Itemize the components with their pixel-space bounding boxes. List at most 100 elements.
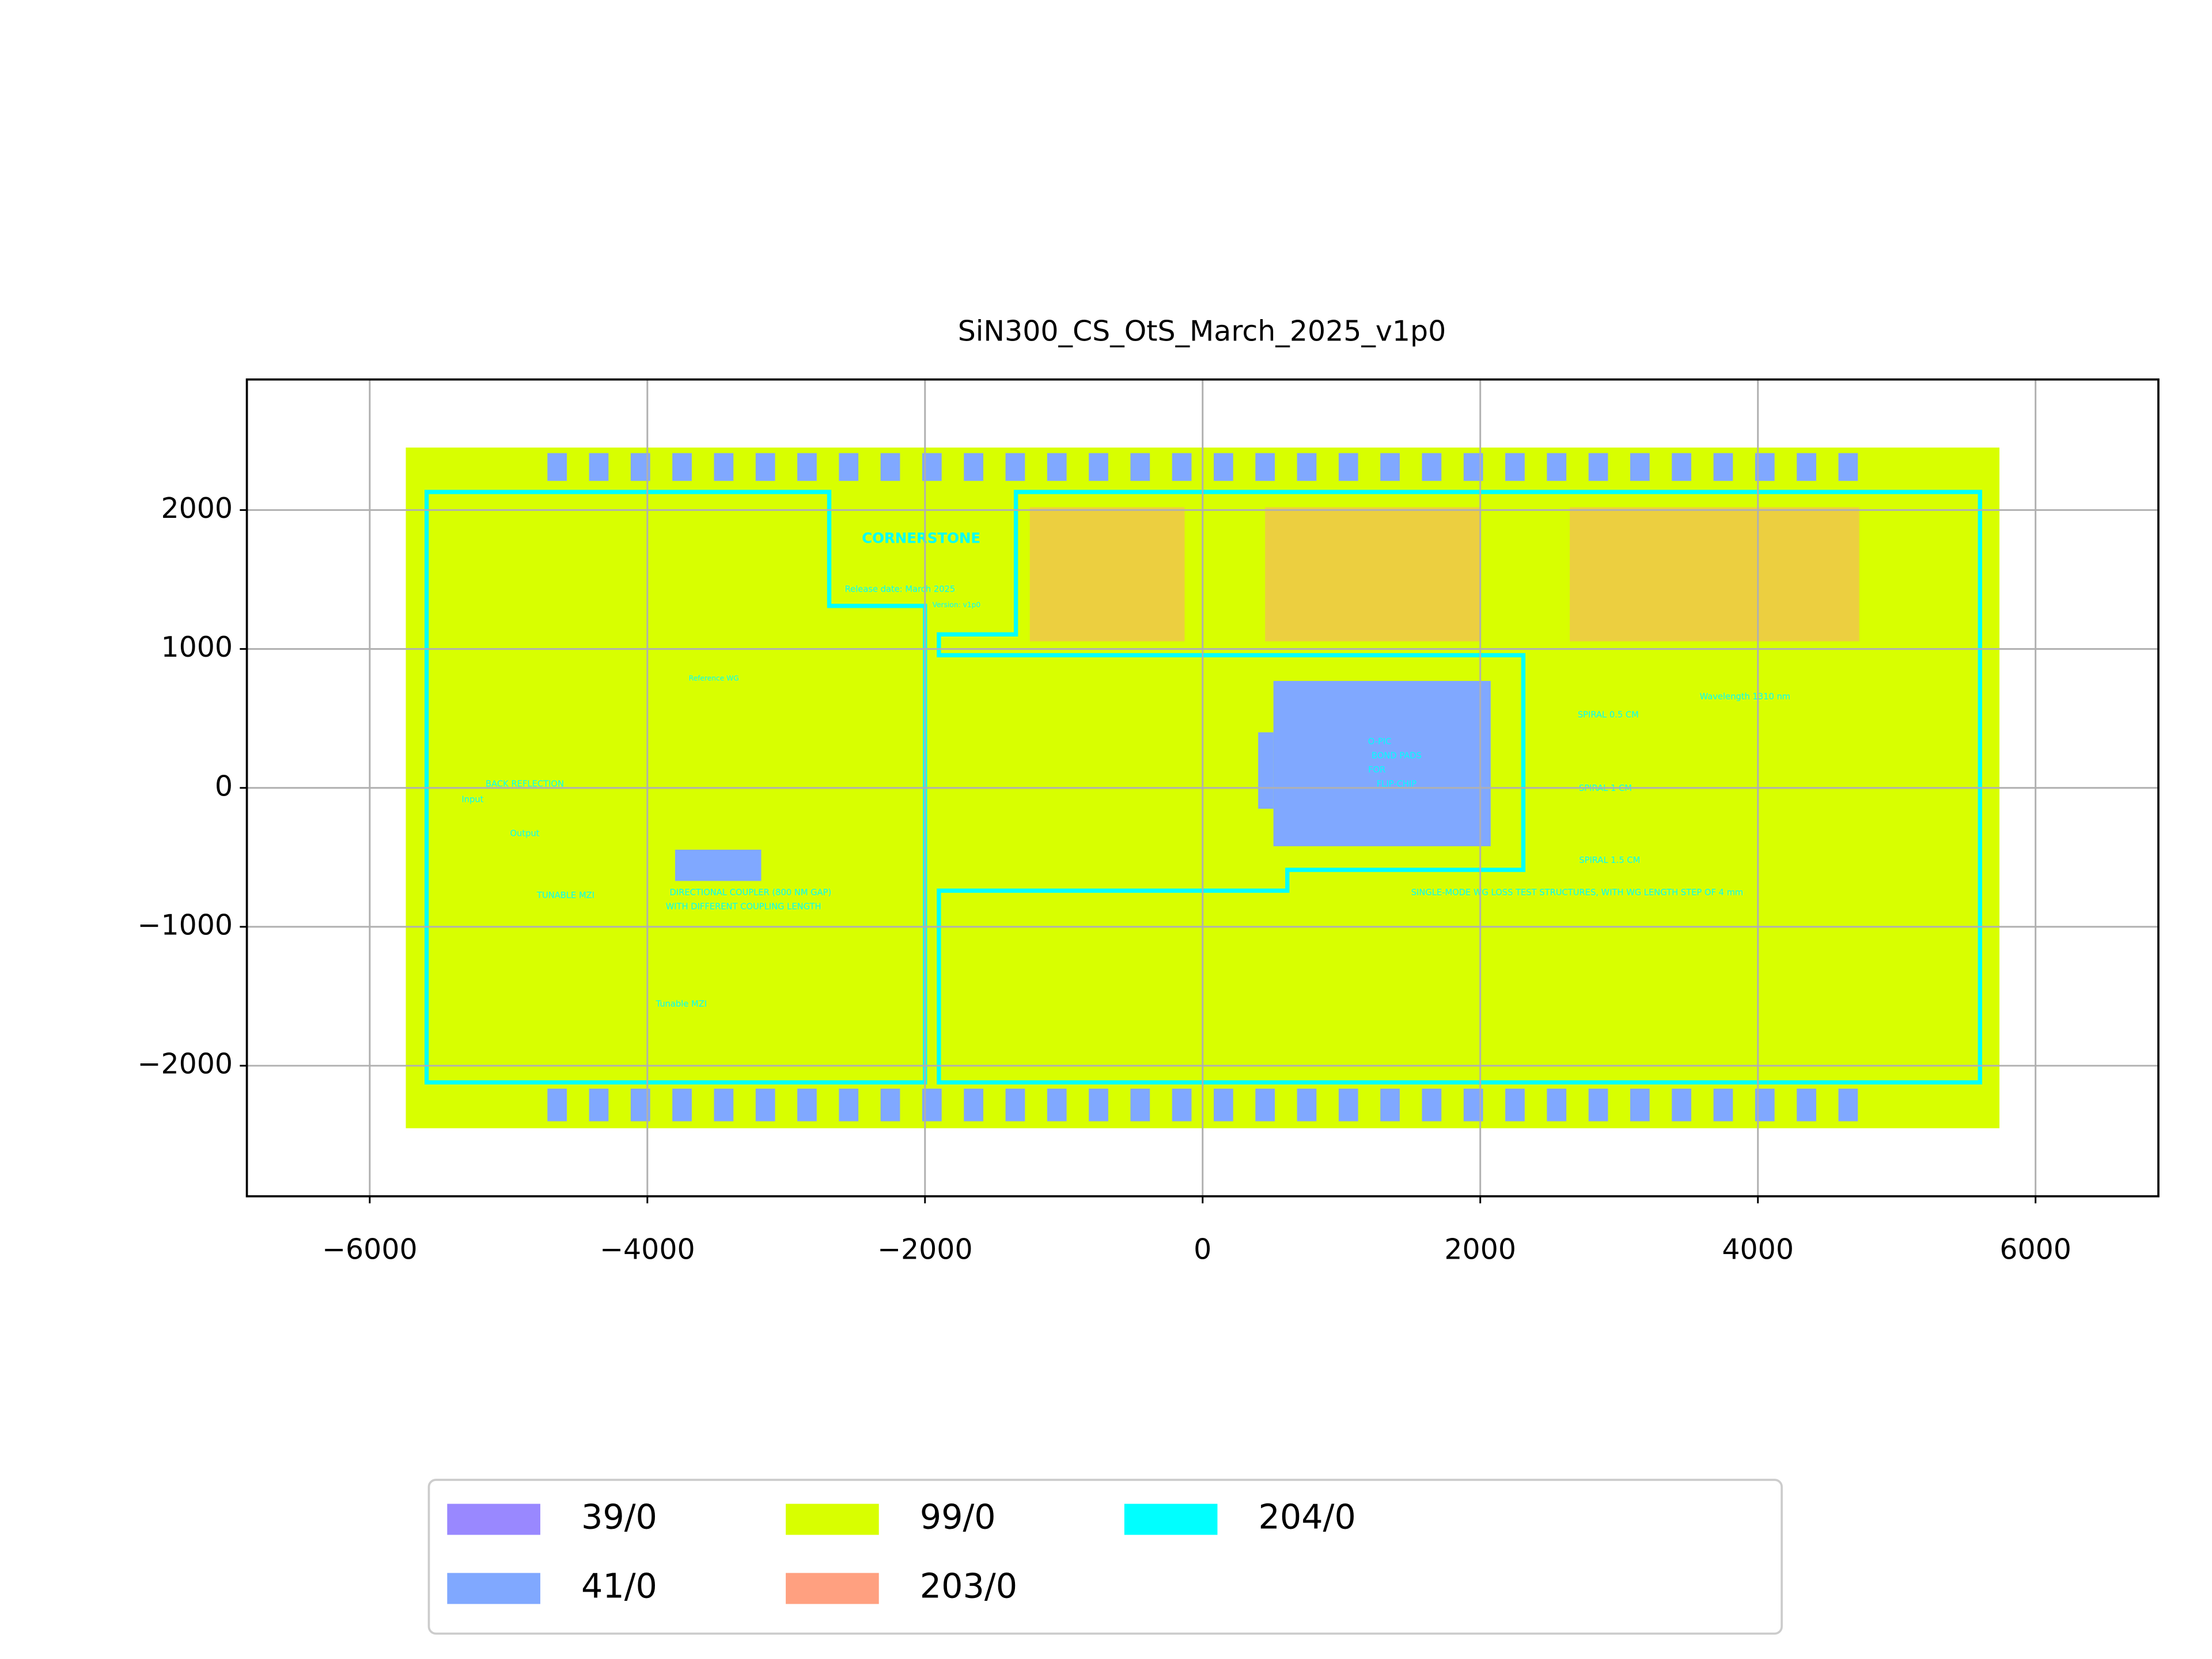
layer-shape <box>714 453 734 481</box>
chip-label: FLIP-CHIP <box>1377 779 1416 789</box>
layer-shape <box>1338 453 1358 481</box>
x-tick-label: −6000 <box>322 1233 418 1266</box>
layer-shape <box>547 1088 567 1122</box>
chip-label: BOND PADS <box>1372 751 1422 761</box>
layer-shape <box>714 1088 734 1122</box>
layer-shape <box>1838 453 1858 481</box>
chip-label: Release date: March 2025 <box>845 585 956 594</box>
layer-shape <box>880 453 900 481</box>
legend-frame <box>427 1479 1783 1635</box>
layer-shape <box>1422 1088 1442 1122</box>
chip-label: DIRECTIONAL COUPLER (800 NM GAP) <box>670 888 832 897</box>
chip-label: TUNABLE MZI <box>536 891 594 900</box>
layer-shape <box>964 453 983 481</box>
layer-shape <box>1630 1088 1650 1122</box>
layer-shape <box>1172 1088 1192 1122</box>
layer-shape <box>1588 1088 1608 1122</box>
layer-shape <box>675 850 762 881</box>
legend-label: 39/0 <box>581 1497 657 1537</box>
layer-shape <box>1255 453 1275 481</box>
layer-outline <box>937 490 1982 1085</box>
layer-shape <box>755 1088 775 1122</box>
chip-label: CORNERSTONE <box>862 530 980 547</box>
layer-shape <box>1672 1088 1692 1122</box>
layer-shape <box>1380 1088 1400 1122</box>
layer-shape <box>672 453 692 481</box>
layer-shape <box>839 453 859 481</box>
layer-shape <box>880 1088 900 1122</box>
layer-shape <box>1713 453 1733 481</box>
layer-shape <box>1089 1088 1108 1122</box>
plot-frame <box>245 378 2160 1198</box>
y-tick-label: 1000 <box>161 631 233 664</box>
legend-label: 99/0 <box>920 1497 996 1537</box>
layer-shape <box>1029 507 1185 642</box>
layer-shape <box>797 1088 817 1122</box>
layer-shape <box>1265 507 1481 642</box>
layer-shape <box>1255 1088 1275 1122</box>
layer-shape <box>839 1088 859 1122</box>
layer-shape <box>1297 453 1317 481</box>
legend: 39/0 41/0 99/0 203/0 204/0 <box>427 1479 1783 1635</box>
layer-shape <box>1172 453 1192 481</box>
layer-shape <box>1258 732 1274 809</box>
layer-shape <box>1797 453 1816 481</box>
layer-shape <box>1547 1088 1567 1122</box>
layer-shape <box>1588 453 1608 481</box>
layer-shape <box>755 453 775 481</box>
layer-shape <box>589 453 609 481</box>
layer-shape <box>1130 453 1150 481</box>
chip-label: Tunable MZI <box>656 999 707 1009</box>
layer-shape <box>672 1088 692 1122</box>
chip-label: SPIRAL 1.5 CM <box>1579 855 1640 865</box>
x-tick-label: −2000 <box>877 1233 973 1266</box>
chip-label: SINGLE-MODE WG LOSS TEST STRUCTURES, WIT… <box>1411 888 1743 897</box>
y-tick-label: 2000 <box>161 492 233 525</box>
layer-shape <box>1505 453 1525 481</box>
legend-swatch <box>786 1573 879 1604</box>
chip-label: Output <box>510 828 540 838</box>
layer-shape <box>1838 1088 1858 1122</box>
layer-shape <box>1047 1088 1067 1122</box>
layer-shape <box>1130 1088 1150 1122</box>
x-tick-label: 0 <box>1194 1233 1211 1266</box>
layer-shape <box>1630 453 1650 481</box>
legend-label: 203/0 <box>920 1566 1017 1606</box>
layer-shape <box>1672 453 1692 481</box>
chip-label: O-PIC <box>1368 737 1392 747</box>
layer-shape <box>1380 453 1400 481</box>
layer-shape <box>1713 1088 1733 1122</box>
chip-label: Version: v1p0 <box>933 601 981 609</box>
y-tick-label: 0 <box>215 770 233 802</box>
x-tick-label: −4000 <box>600 1233 695 1266</box>
layer-shape <box>1570 507 1859 642</box>
layer-shape <box>1297 1088 1317 1122</box>
x-tick-label: 2000 <box>1444 1233 1516 1266</box>
layer-shape <box>1505 1088 1525 1122</box>
layer-shape <box>1214 1088 1233 1122</box>
layer-shape <box>589 1088 609 1122</box>
layer-shape <box>1797 1088 1816 1122</box>
chart-title: SiN300_CS_OtS_March_2025_v1p0 <box>958 315 1446 347</box>
y-tick-label: −1000 <box>137 908 233 941</box>
layer-shape <box>1422 453 1442 481</box>
legend-label: 41/0 <box>581 1566 657 1606</box>
layer-shape <box>964 1088 983 1122</box>
layer-shape <box>1547 453 1567 481</box>
layer-shape <box>1047 453 1067 481</box>
chip-label: SPIRAL 0.5 CM <box>1578 710 1639 720</box>
layer-shape <box>1005 1088 1025 1122</box>
layer-shape <box>1089 453 1108 481</box>
x-tick-label: 4000 <box>1722 1233 1794 1266</box>
layer-shape <box>547 453 567 481</box>
chip-label: FOR <box>1368 765 1385 775</box>
legend-swatch <box>447 1573 540 1604</box>
layer-shape <box>1214 453 1233 481</box>
legend-swatch <box>1124 1503 1218 1535</box>
layer-shape <box>1005 453 1025 481</box>
y-tick-label: −2000 <box>137 1048 233 1081</box>
layer-shape <box>1338 1088 1358 1122</box>
chip-label: Wavelength 1310 nm <box>1700 692 1790 702</box>
x-tick-label: 6000 <box>1999 1233 2071 1266</box>
